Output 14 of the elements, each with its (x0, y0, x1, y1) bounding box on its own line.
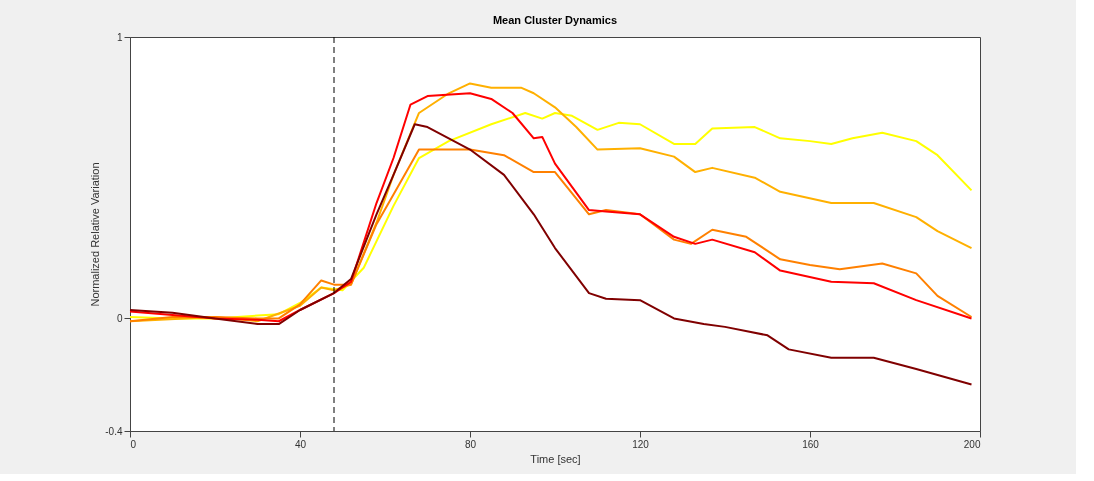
y-tick-label: 0 (116, 312, 123, 324)
x-axis-title: Time [sec] (530, 452, 581, 465)
line-series (129, 148, 973, 323)
line-series (129, 123, 973, 386)
y-tick-label: -0.4 (105, 425, 123, 437)
x-tick-label: 160 (802, 438, 820, 450)
x-tick-label: 200 (963, 438, 981, 450)
y-axis-title: Normalized Relative Variation (89, 162, 102, 307)
chart-title: Mean Cluster Dynamics (492, 14, 618, 26)
x-tick-label: 120 (632, 438, 650, 450)
x-tick-label: 80 (464, 438, 477, 450)
x-tick-label: 0 (130, 438, 137, 450)
y-tick-label: 1 (116, 31, 123, 43)
x-tick-label: 40 (294, 438, 307, 450)
